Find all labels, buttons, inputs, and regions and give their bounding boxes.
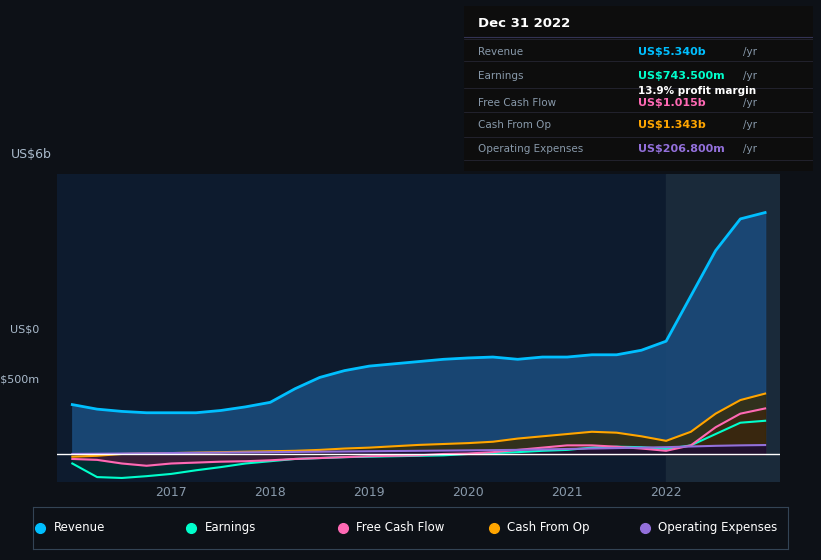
Text: US$6b: US$6b [11, 148, 52, 161]
Text: Earnings: Earnings [478, 71, 523, 81]
Text: /yr: /yr [743, 71, 757, 81]
Text: US$0: US$0 [10, 324, 39, 334]
Text: /yr: /yr [743, 120, 757, 130]
Text: US$5.340b: US$5.340b [639, 47, 706, 57]
Text: Cash From Op: Cash From Op [478, 120, 551, 130]
Text: Revenue: Revenue [478, 47, 523, 57]
Text: /yr: /yr [743, 47, 757, 57]
Text: Free Cash Flow: Free Cash Flow [478, 98, 556, 108]
Text: -US$500m: -US$500m [0, 375, 39, 385]
Text: Free Cash Flow: Free Cash Flow [356, 521, 444, 534]
Bar [666, 174, 780, 482]
Text: Earnings: Earnings [205, 521, 256, 534]
Text: US$206.800m: US$206.800m [639, 144, 725, 155]
Text: Revenue: Revenue [54, 521, 105, 534]
Text: Dec 31 2022: Dec 31 2022 [478, 17, 570, 30]
Text: US$1.343b: US$1.343b [639, 120, 706, 130]
Text: /yr: /yr [743, 144, 757, 155]
Text: 13.9% profit margin: 13.9% profit margin [639, 86, 756, 96]
Text: US$743.500m: US$743.500m [639, 71, 725, 81]
Text: Cash From Op: Cash From Op [507, 521, 589, 534]
Text: US$1.015b: US$1.015b [639, 98, 706, 108]
Text: Operating Expenses: Operating Expenses [478, 144, 583, 155]
Text: Operating Expenses: Operating Expenses [658, 521, 777, 534]
Text: /yr: /yr [743, 98, 757, 108]
